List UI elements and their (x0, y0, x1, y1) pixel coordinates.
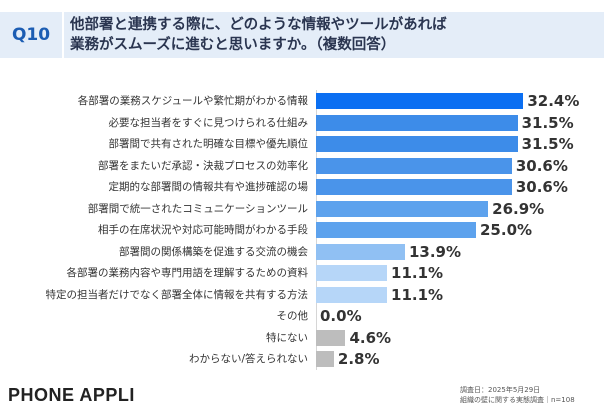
header-divider (62, 12, 64, 58)
category-label-8: 部署間の関係構築を促進する交流の機会 (119, 245, 308, 258)
bar-3 (316, 136, 518, 152)
bar-6 (316, 200, 489, 217)
question-header: Q10 他部署と連携する際に、どのような情報やツールがあれば 業務がスムーズに進… (0, 12, 604, 58)
value-label-11: 0.0% (320, 307, 362, 325)
value-label-12: 4.6% (349, 328, 392, 347)
category-label-4: 部署をまたいだ承認・決裁プロセスの効率化 (98, 159, 308, 172)
bar-2 (316, 114, 518, 131)
question-text-line-2: 業務がスムーズに進むと思いますか。（複数回答） (70, 37, 396, 53)
survey-note: 組織の壁に関する実態調査｜n=108 (460, 396, 575, 404)
value-label-3: 31.5% (521, 135, 574, 153)
horizontal-bar-chart: 各部署の業務スケジュールや繁忙期がわかる情報 32.4% 必要な担当者をすぐに見つけ… (45, 90, 580, 370)
category-label-6: 部署間で統一されたコミュニケーションツール (87, 202, 308, 215)
value-label-2: 31.5% (521, 113, 574, 132)
value-label-4: 30.6% (515, 156, 568, 175)
brand-logo-text: PHONE APPLI (8, 385, 135, 405)
category-label-3: 部署間で共有された明確な目標や優先順位 (108, 138, 309, 150)
category-label-10: 特定の担当者だけでなく部署全体に情報を共有する方法 (45, 288, 309, 301)
bar-12 (316, 329, 346, 346)
category-label-11: その他 (276, 310, 309, 322)
question-text-line-1: 他部署と連携する際に、どのような情報やツールがあれば (70, 17, 447, 33)
category-label-13: わからない/答えられない (188, 353, 308, 365)
value-label-10: 11.1% (391, 285, 444, 304)
question-number: Q10 (11, 25, 51, 45)
bar-9 (316, 265, 388, 281)
value-label-6: 26.9% (492, 199, 545, 218)
value-label-7: 25.0% (480, 221, 533, 239)
category-label-5: 定期的な部署間の情報共有や進捗確認の場 (108, 181, 309, 193)
category-label-1: 各部署の業務スケジュールや繁忙期がわかる情報 (77, 95, 308, 107)
value-label-5: 30.6% (515, 178, 568, 196)
bar-10 (316, 286, 388, 303)
survey-date: 調査日：2025年5月29日 (460, 386, 541, 394)
category-label-9: 各部署の業務内容や専門用語を理解するための資料 (66, 267, 309, 279)
bar-5 (316, 179, 512, 195)
category-label-12: 特にない (266, 331, 308, 344)
bar-8 (316, 243, 405, 260)
value-label-8: 13.9% (408, 242, 461, 261)
bar-13 (316, 351, 334, 367)
category-label-7: 相手の在席状況や対応可能時間がわかる手段 (98, 224, 308, 236)
category-label-2: 必要な担当者をすぐに見つけられる仕組み (108, 116, 309, 129)
value-label-1: 32.4% (527, 92, 580, 110)
bar-4 (316, 157, 512, 174)
value-label-13: 2.8% (337, 350, 380, 368)
value-label-9: 11.1% (391, 264, 444, 282)
bar-1 (316, 93, 524, 109)
bar-7 (316, 222, 476, 238)
